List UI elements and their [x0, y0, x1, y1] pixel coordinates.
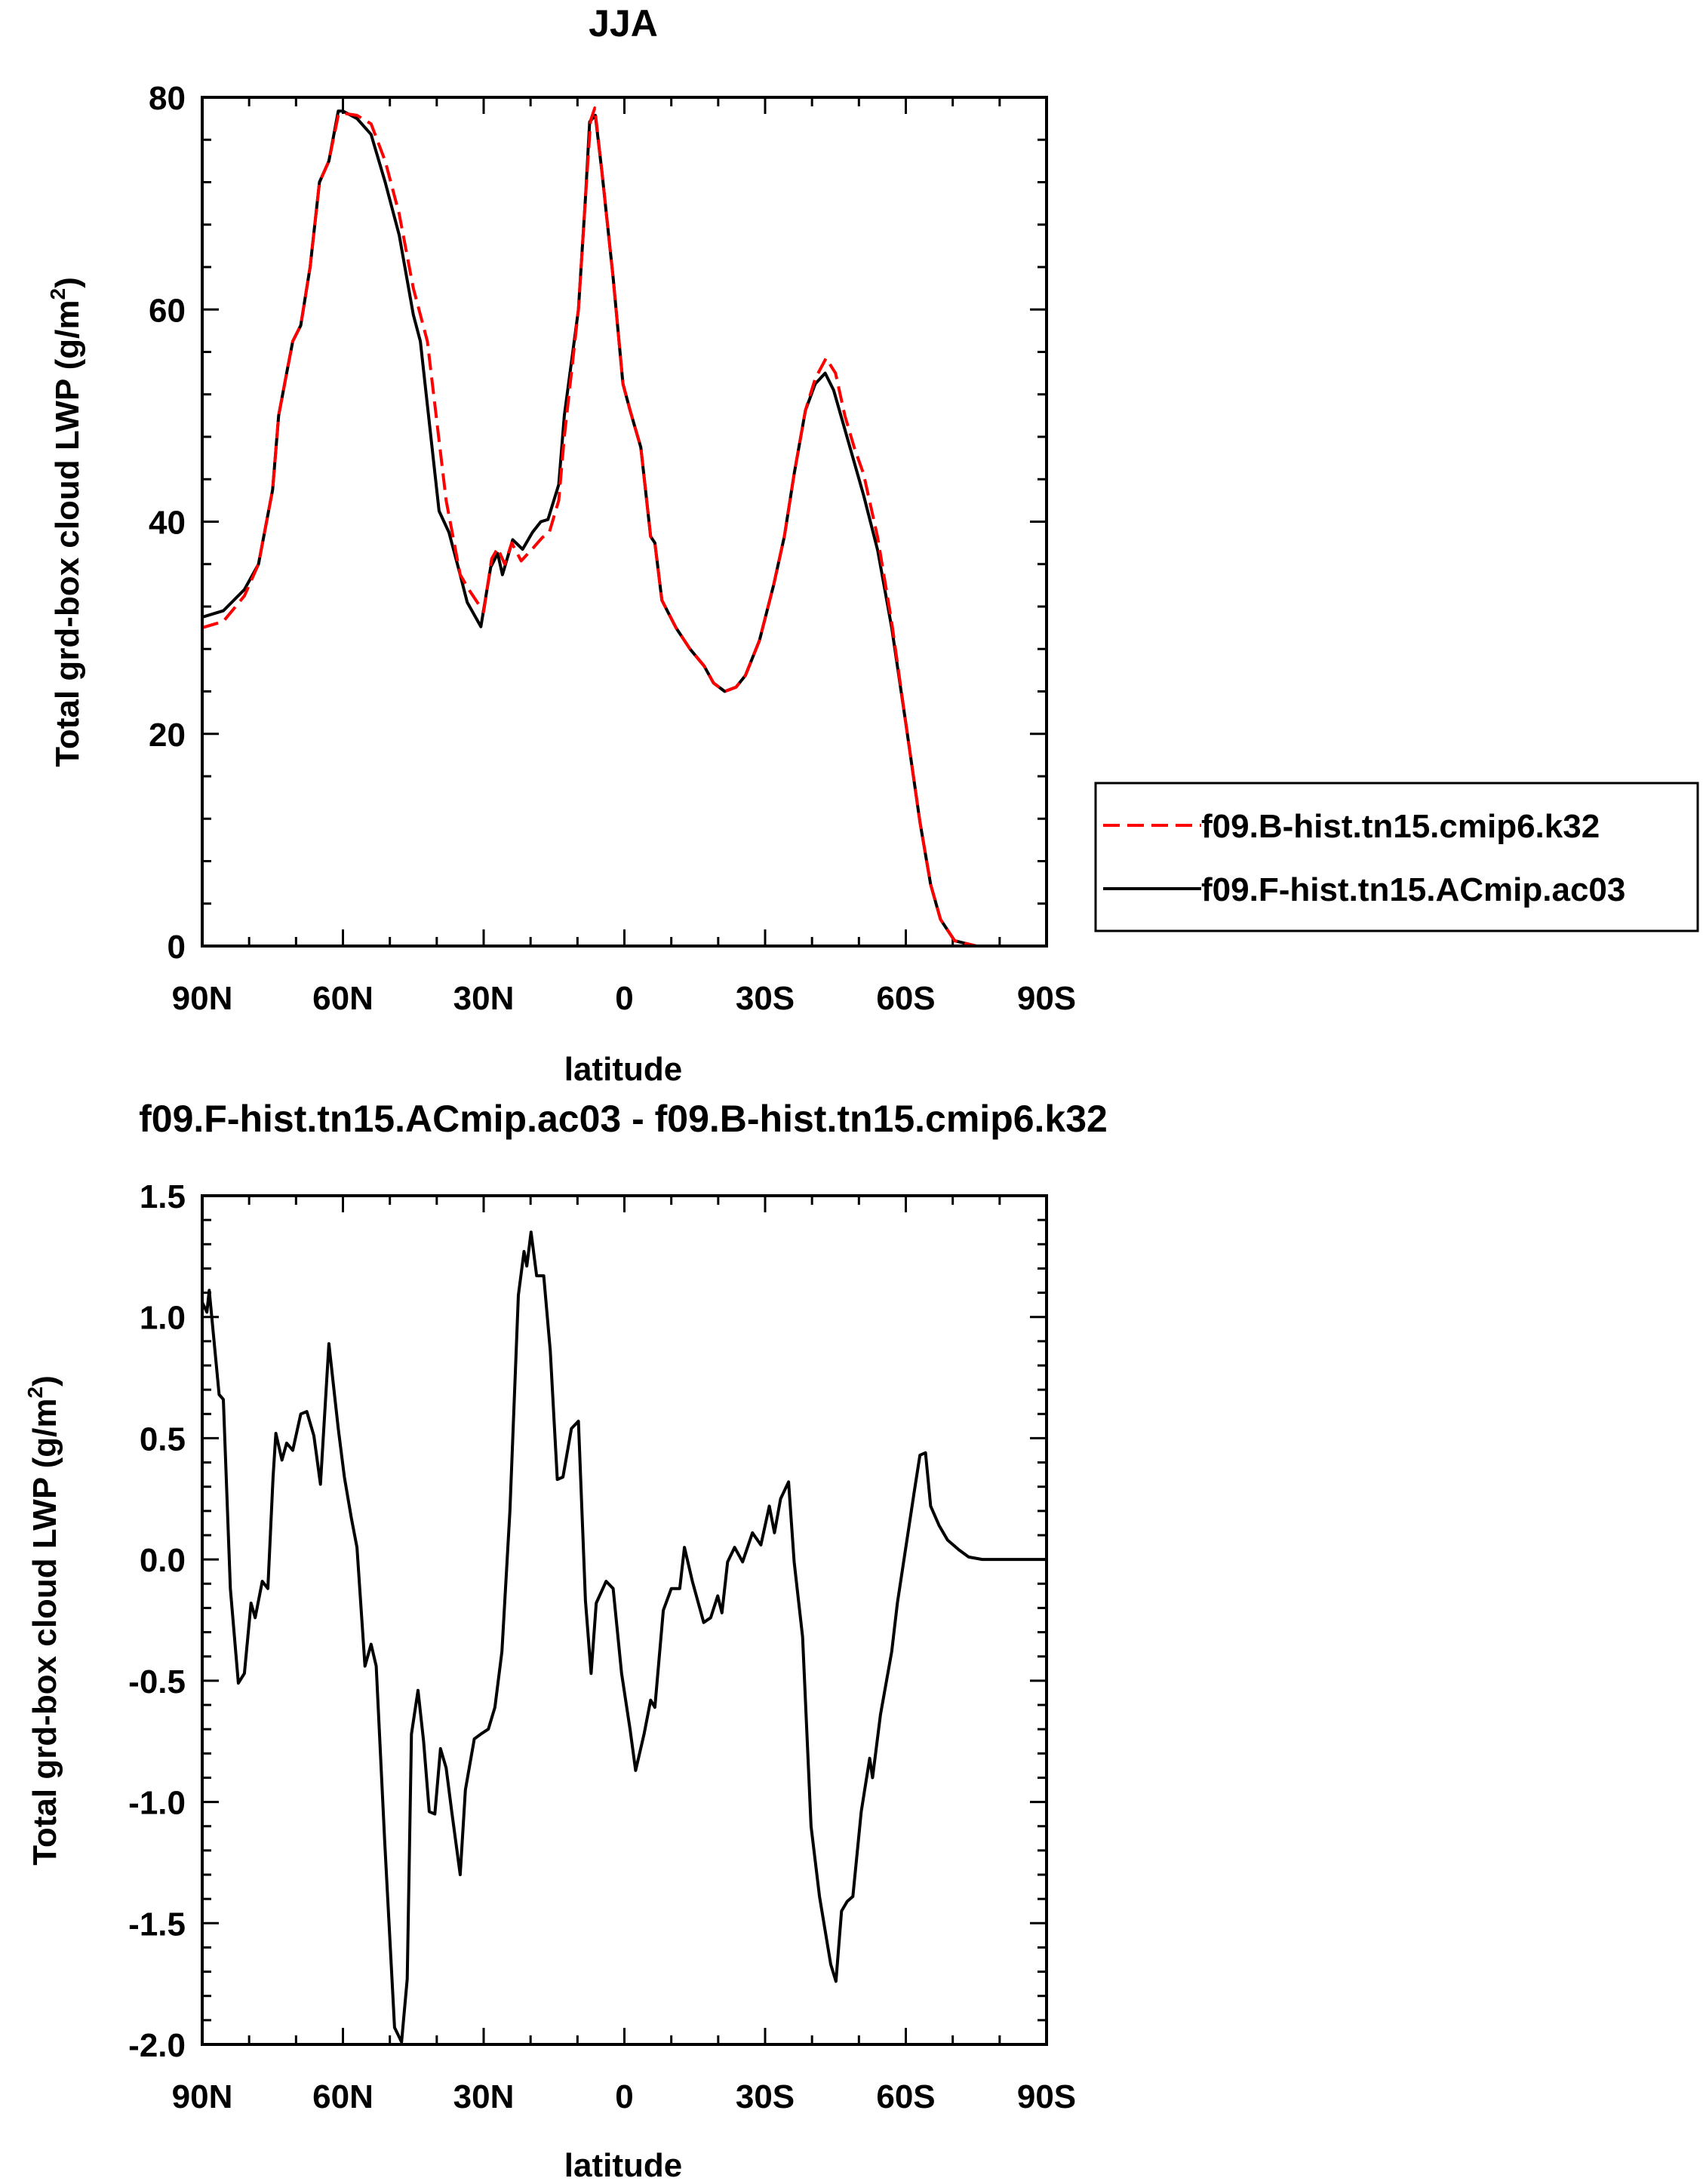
legend-label-f-hist: f09.F-hist.tn15.ACmip.ac03 [1201, 871, 1625, 908]
legend-label-b-hist: f09.B-hist.tn15.cmip6.k32 [1201, 808, 1600, 845]
y-tick-label: 0.0 [140, 1542, 186, 1579]
bottom-y-axis-label-text: Total grd-box cloud LWP (g/m [26, 1399, 63, 1866]
series-line-f09-b-hist-tn15-cmip6-k32 [201, 106, 1047, 948]
top-y-axis-label: Total grd-box cloud LWP (g/m2) [46, 277, 86, 766]
y-tick-label: 20 [149, 717, 186, 754]
x-tick-label: 60S [876, 2078, 935, 2115]
top-x-axis-label: latitude [564, 1051, 682, 1088]
x-tick-label: 0 [615, 980, 633, 1017]
legend-box [1094, 782, 1699, 932]
y-tick-label: 80 [149, 80, 186, 117]
y-tick-label: -2.0 [128, 2027, 186, 2064]
bottom-y-axis-label-close: ) [26, 1375, 63, 1387]
top-y-axis-label-text: Total grd-box cloud LWP (g/m [49, 300, 86, 767]
top-chart-title: JJA [589, 2, 658, 45]
series-line-difference [201, 1230, 1047, 2044]
bottom-chart-title: f09.F-hist.tn15.ACmip.ac03 - f09.B-hist.… [139, 1098, 1108, 1140]
x-tick-label: 60N [312, 980, 373, 1017]
x-tick-label: 90N [172, 980, 233, 1017]
y-tick-label: -1.5 [128, 1906, 186, 1943]
x-tick-label: 60N [312, 2078, 373, 2115]
x-tick-label: 30S [736, 980, 795, 1017]
x-tick-label: 60S [876, 980, 935, 1017]
bottom-y-axis-label: Total grd-box cloud LWP (g/m2) [23, 1375, 63, 1865]
x-tick-label: 90S [1017, 980, 1076, 1017]
x-tick-label: 0 [615, 2078, 633, 2115]
bottom-y-axis-label-sup: 2 [23, 1387, 47, 1399]
y-tick-label: 40 [149, 505, 186, 542]
y-tick-label: 60 [149, 292, 186, 329]
bottom-plot-frame [201, 1194, 1048, 2046]
y-tick-label: 0.5 [140, 1421, 186, 1458]
x-tick-label: 90N [172, 2078, 233, 2115]
y-tick-label: -0.5 [128, 1663, 186, 1700]
top-plot: 90N 60N 30N 0 30S 60S 90S 0 20 40 60 80 [149, 80, 1076, 1017]
bottom-x-axis-label: latitude [564, 2147, 682, 2184]
y-tick-label: 1.0 [140, 1300, 186, 1337]
x-tick-label: 30S [736, 2078, 795, 2115]
top-plot-frame [201, 96, 1048, 948]
x-tick-label: 90S [1017, 2078, 1076, 2115]
top-y-axis-label-sup: 2 [46, 288, 69, 300]
x-tick-label: 30N [453, 980, 515, 1017]
top-y-axis-label-close: ) [49, 277, 86, 288]
bottom-plot: 90N 60N 30N 0 30S 60S 90S -2.0 -1.5 -1.0 -0.5 0.0 0.… [128, 1178, 1076, 2115]
y-tick-label: 1.5 [140, 1178, 186, 1215]
x-tick-label: 30N [453, 2078, 515, 2115]
y-tick-label: -1.0 [128, 1785, 186, 1822]
y-tick-label: 0 [168, 929, 186, 966]
legend: f09.B-hist.tn15.cmip6.k32 f09.F-hist.tn1… [1094, 782, 1699, 932]
